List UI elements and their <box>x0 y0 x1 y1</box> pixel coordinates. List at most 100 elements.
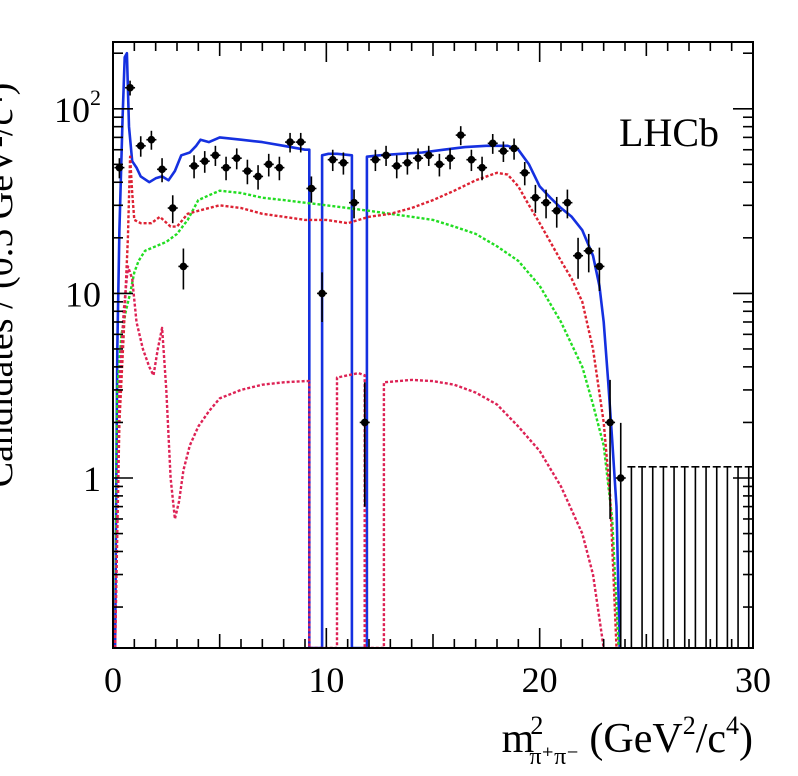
data-point-marker <box>200 157 209 166</box>
data-point <box>605 379 616 519</box>
data-point <box>327 149 338 172</box>
data-point-marker <box>478 163 486 172</box>
data-point <box>125 80 136 96</box>
data-point <box>199 151 210 173</box>
data-point <box>615 422 626 648</box>
x-axis-label-unit-sup2: 4 <box>726 711 739 740</box>
model-curves <box>113 51 621 648</box>
data-point <box>466 149 477 172</box>
data-point-marker <box>552 207 561 215</box>
data-point-marker <box>499 147 508 155</box>
x-tick-label: 10 <box>308 660 344 700</box>
data-point <box>423 145 434 166</box>
data-point <box>551 196 562 228</box>
data-point-marker <box>382 151 390 160</box>
upper-limit <box>648 465 657 648</box>
x-axis-label-sub: π⁺π⁻ <box>529 744 579 770</box>
data-point <box>317 272 328 322</box>
data-point-marker <box>158 165 166 174</box>
data-point-marker <box>424 151 433 160</box>
data-point-marker <box>136 142 145 150</box>
data-point-marker <box>606 418 614 427</box>
y-tick-exponent: 2 <box>90 85 101 110</box>
data-point <box>242 159 253 185</box>
upper-limit <box>723 465 732 648</box>
series-curve-green <box>113 189 620 648</box>
x-tick-label: 20 <box>522 660 558 700</box>
data-point-marker <box>446 154 454 162</box>
series-curve-red1 <box>113 155 618 648</box>
data-point-marker <box>243 167 252 175</box>
series-curve-total <box>113 51 621 648</box>
data-point <box>509 138 520 160</box>
x-axis-label: m2 π⁺π⁻ (GeV2/c4) <box>502 711 753 770</box>
data-point-marker <box>168 204 177 212</box>
data-point <box>594 247 605 292</box>
data-point-marker <box>254 172 262 181</box>
data-point-marker <box>147 135 156 144</box>
data-point-marker <box>328 155 337 164</box>
data-point <box>391 155 402 179</box>
data-point-marker <box>595 262 604 271</box>
series-curve-red2 <box>113 265 605 648</box>
x-tick-label: 0 <box>104 660 122 700</box>
upper-limit <box>691 465 700 648</box>
data-point-marker <box>179 262 188 271</box>
data-point <box>167 195 178 224</box>
upper-limit <box>712 465 721 648</box>
y-tick-label: 10 <box>65 274 101 314</box>
x-axis-label-unit-sup: 2 <box>683 711 696 740</box>
y-axis-title: Candidates / (0.5 GeV²/c⁴) <box>0 83 21 488</box>
data-point <box>413 148 424 170</box>
data-point <box>477 156 488 181</box>
data-point-marker <box>435 160 444 169</box>
data-point <box>189 155 200 179</box>
data-point-marker <box>190 162 198 170</box>
data-point <box>349 189 360 219</box>
upper-limit <box>680 465 689 648</box>
data-point <box>135 136 146 157</box>
data-point <box>402 152 413 175</box>
data-point <box>221 156 232 181</box>
data-point-marker <box>574 251 582 260</box>
upper-limit <box>627 465 636 648</box>
axis-ticks <box>112 42 754 648</box>
y-tick-base: 1 <box>83 459 101 499</box>
data-point <box>274 156 285 181</box>
data-point-marker <box>264 160 273 169</box>
x-axis-label-unit: (GeV <box>579 716 683 762</box>
data-point-marker <box>456 131 465 139</box>
data-point <box>562 189 573 219</box>
data-point-marker <box>414 154 422 162</box>
x-tick-label: 30 <box>735 660 771 700</box>
data-point-marker <box>403 158 412 167</box>
data-point <box>434 153 445 177</box>
data-point-marker <box>115 163 124 172</box>
upper-limit <box>702 465 711 648</box>
data-point-marker <box>350 198 358 207</box>
data-point <box>530 184 541 213</box>
data-point-marker <box>307 184 316 193</box>
y-tick-label: 102 <box>54 85 101 130</box>
data-point <box>455 126 466 146</box>
data-point-marker <box>318 289 326 298</box>
data-point <box>359 382 370 507</box>
data-point-marker <box>467 155 476 164</box>
upper-limit <box>670 465 679 648</box>
data-point <box>370 149 381 172</box>
data-point-marker <box>510 144 518 153</box>
data-point-marker <box>211 151 220 160</box>
data-point <box>114 158 125 179</box>
lhcb-label: LHCb <box>619 110 719 155</box>
x-axis-label-m: m <box>502 716 535 762</box>
data-point <box>157 158 168 183</box>
y-axis-label: Candidates / (0.5 GeV²/c⁴) <box>0 83 21 488</box>
data-point <box>285 132 296 153</box>
upper-limit <box>659 465 668 648</box>
data-point-marker <box>339 158 348 167</box>
data-point <box>381 145 392 166</box>
data-point-marker <box>392 162 401 170</box>
x-axis-label-unit-c: /c <box>696 716 726 762</box>
upper-limit <box>734 465 743 648</box>
data-point-marker <box>232 154 241 162</box>
